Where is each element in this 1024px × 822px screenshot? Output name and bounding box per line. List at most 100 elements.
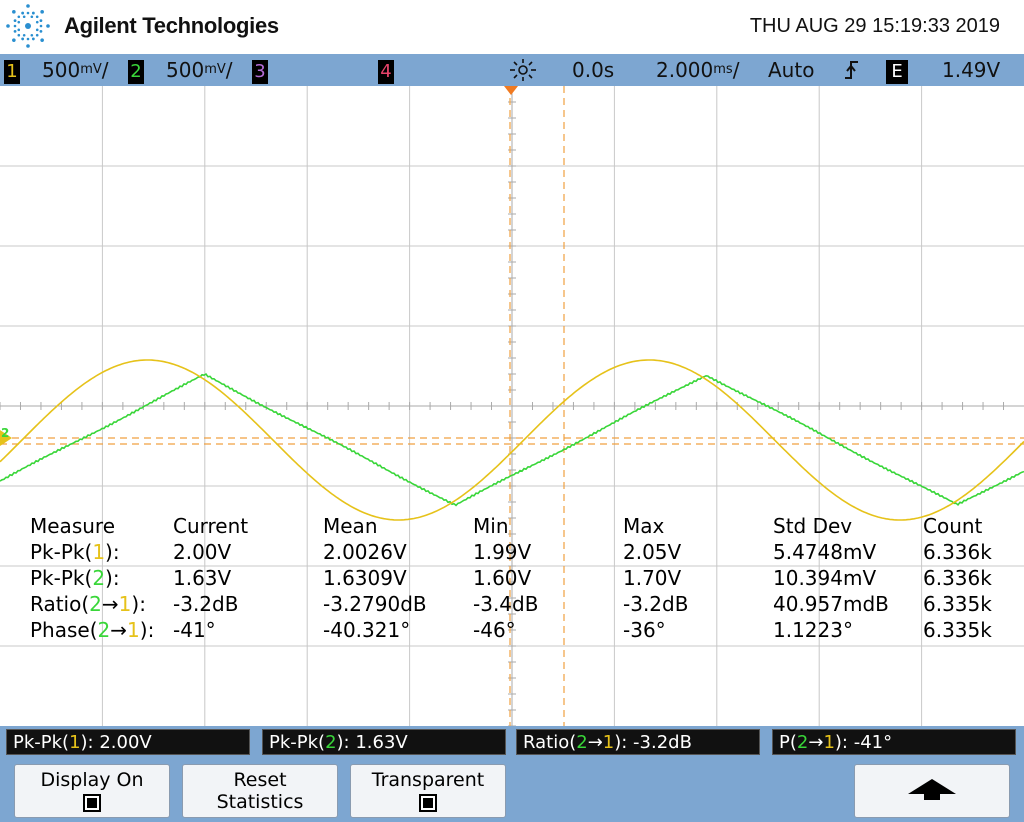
readout-3[interactable]: P(2→1): -41° (772, 729, 1016, 755)
trigger-position-marker[interactable] (504, 86, 518, 95)
timebase-value: 2.000 (656, 58, 714, 82)
readout-part: P( (779, 732, 797, 753)
channel-4-label[interactable]: 4 (378, 58, 394, 84)
measure-value-min: 1.99V (473, 540, 532, 564)
run-status-icon[interactable] (506, 58, 540, 82)
measure-value-std: 40.957mdB (773, 592, 889, 616)
measure-value-current: 2.00V (173, 540, 232, 564)
logo-dot (40, 10, 44, 14)
channel-2-ground-marker[interactable]: 2 (1, 426, 9, 440)
measure-value-count: 6.336k (923, 566, 992, 590)
logo-dot (35, 20, 39, 24)
reset-label-line2: Statistics (216, 791, 304, 813)
measure-label-part: 1 (127, 618, 140, 642)
measure-value-count: 6.336k (923, 540, 992, 564)
reset-statistics-softkey[interactable]: Reset Statistics (182, 764, 338, 818)
measure-label-part: 2 (92, 566, 106, 590)
measure-value-mean: 2.0026V (323, 540, 407, 564)
readout-part: ): 1.63V (336, 732, 408, 753)
logo-dot (12, 38, 16, 42)
logo-center (25, 23, 31, 29)
measure-label-part: 2 (97, 618, 111, 642)
logo-dot (17, 20, 21, 24)
channel-1-scale-value: 500 (42, 58, 81, 82)
measurement-readouts: Pk-Pk(1): 2.00V Pk-Pk(2): 1.63V Ratio(2→1)… (0, 726, 1024, 760)
header: Agilent Technologies THU AUG 29 15:19:33… (0, 0, 1024, 52)
measure-value-current: 1.63V (173, 566, 232, 590)
measure-row-label: Pk-Pk(1): (30, 539, 120, 565)
trigger-source[interactable]: E (886, 58, 908, 84)
channel-3-number: 3 (252, 60, 268, 84)
measure-row-label: Pk-Pk(2): (30, 565, 120, 591)
brand-name: Agilent Technologies (64, 13, 279, 38)
measure-row-label: Phase(2→1): (30, 617, 154, 643)
transparent-checkbox[interactable] (419, 794, 437, 812)
channel-2-label[interactable]: 2 (128, 58, 144, 84)
measure-value-mean: -3.2790dB (323, 592, 427, 616)
measure-label-part: 1 (92, 540, 106, 564)
agilent-spark-icon (6, 4, 50, 48)
logo-dot (26, 11, 30, 15)
softkey-bar: Display On Reset Statistics Transparent (0, 760, 1024, 822)
channel-1-ground-marker[interactable] (0, 430, 12, 446)
readout-0[interactable]: Pk-Pk(1): 2.00V (6, 729, 250, 755)
status-bar: 1 500mV/ 2 500mV/ 3 4 0.0s 2.000ms/ Auto… (0, 54, 1024, 86)
readout-part: ): -3.2dB (614, 732, 692, 753)
measure-value-min: -3.4dB (473, 592, 539, 616)
channel-4-number: 4 (378, 60, 394, 84)
logo-dot (12, 10, 16, 14)
measure-header-3: Min (473, 514, 509, 538)
channel-1-scale[interactable]: 500mV/ (42, 58, 109, 82)
up-arrow-softkey[interactable] (854, 764, 1010, 818)
transparent-softkey[interactable]: Transparent (350, 764, 506, 818)
traces (0, 359, 1024, 521)
channel-2-scale-value: 500 (166, 58, 205, 82)
channel-3-label[interactable]: 3 (252, 58, 268, 84)
readout-part: ): 2.00V (80, 732, 152, 753)
logo-dot (13, 29, 17, 33)
timebase-scale[interactable]: 2.000ms/ (656, 58, 740, 82)
trigger-mode[interactable]: Auto (768, 58, 815, 82)
waveform-display[interactable]: 2 (0, 86, 1024, 726)
measure-label-part: Phase( (30, 618, 98, 642)
measure-label-part: ): (105, 540, 120, 564)
readout-part: → (808, 732, 824, 753)
readout-2[interactable]: Ratio(2→1): -3.2dB (516, 729, 760, 755)
logo-dot (6, 24, 10, 28)
measure-value-current: -3.2dB (173, 592, 239, 616)
trigger-slope-icon[interactable] (842, 58, 862, 82)
display-on-softkey[interactable]: Display On (14, 764, 170, 818)
measure-value-std: 1.1223° (773, 618, 853, 642)
channel-2-scale[interactable]: 500mV/ (166, 58, 233, 82)
delay-value[interactable]: 0.0s (572, 58, 615, 82)
logo-dot (13, 19, 17, 23)
channel-1-number: 1 (4, 60, 20, 84)
logo-dot (46, 24, 50, 28)
logo-dot (17, 28, 21, 32)
display-on-checkbox[interactable] (83, 794, 101, 812)
logo-dot (17, 15, 21, 19)
channel-1-label[interactable]: 1 (4, 58, 20, 84)
measure-label-part: → (110, 618, 128, 642)
measure-label-part: ): (105, 566, 120, 590)
channel-2-trace (0, 373, 1024, 507)
readout-part: Pk-Pk( (13, 732, 70, 753)
readout-part: 2 (796, 732, 809, 753)
readout-1[interactable]: Pk-Pk(2): 1.63V (262, 729, 506, 755)
readout-part: 2 (325, 732, 337, 753)
logo-dot (17, 33, 21, 37)
channel-1-trace (0, 359, 1024, 521)
logo-dot (26, 44, 30, 48)
display-on-label: Display On (40, 769, 144, 791)
logo-dot (35, 15, 39, 19)
measure-header-2: Mean (323, 514, 378, 538)
measurement-statistics: Measure Current Mean Min Max Std Dev Count Pk-P… (0, 513, 1024, 648)
transparent-label: Transparent (371, 769, 485, 791)
readout-part: Pk-Pk( (269, 732, 326, 753)
trigger-level[interactable]: 1.49V (942, 58, 1001, 82)
measure-value-mean: 1.6309V (323, 566, 407, 590)
measure-value-max: -3.2dB (623, 592, 689, 616)
readout-part: 1 (823, 732, 835, 753)
logo-dot (26, 37, 30, 41)
measure-value-current: -41° (173, 618, 216, 642)
